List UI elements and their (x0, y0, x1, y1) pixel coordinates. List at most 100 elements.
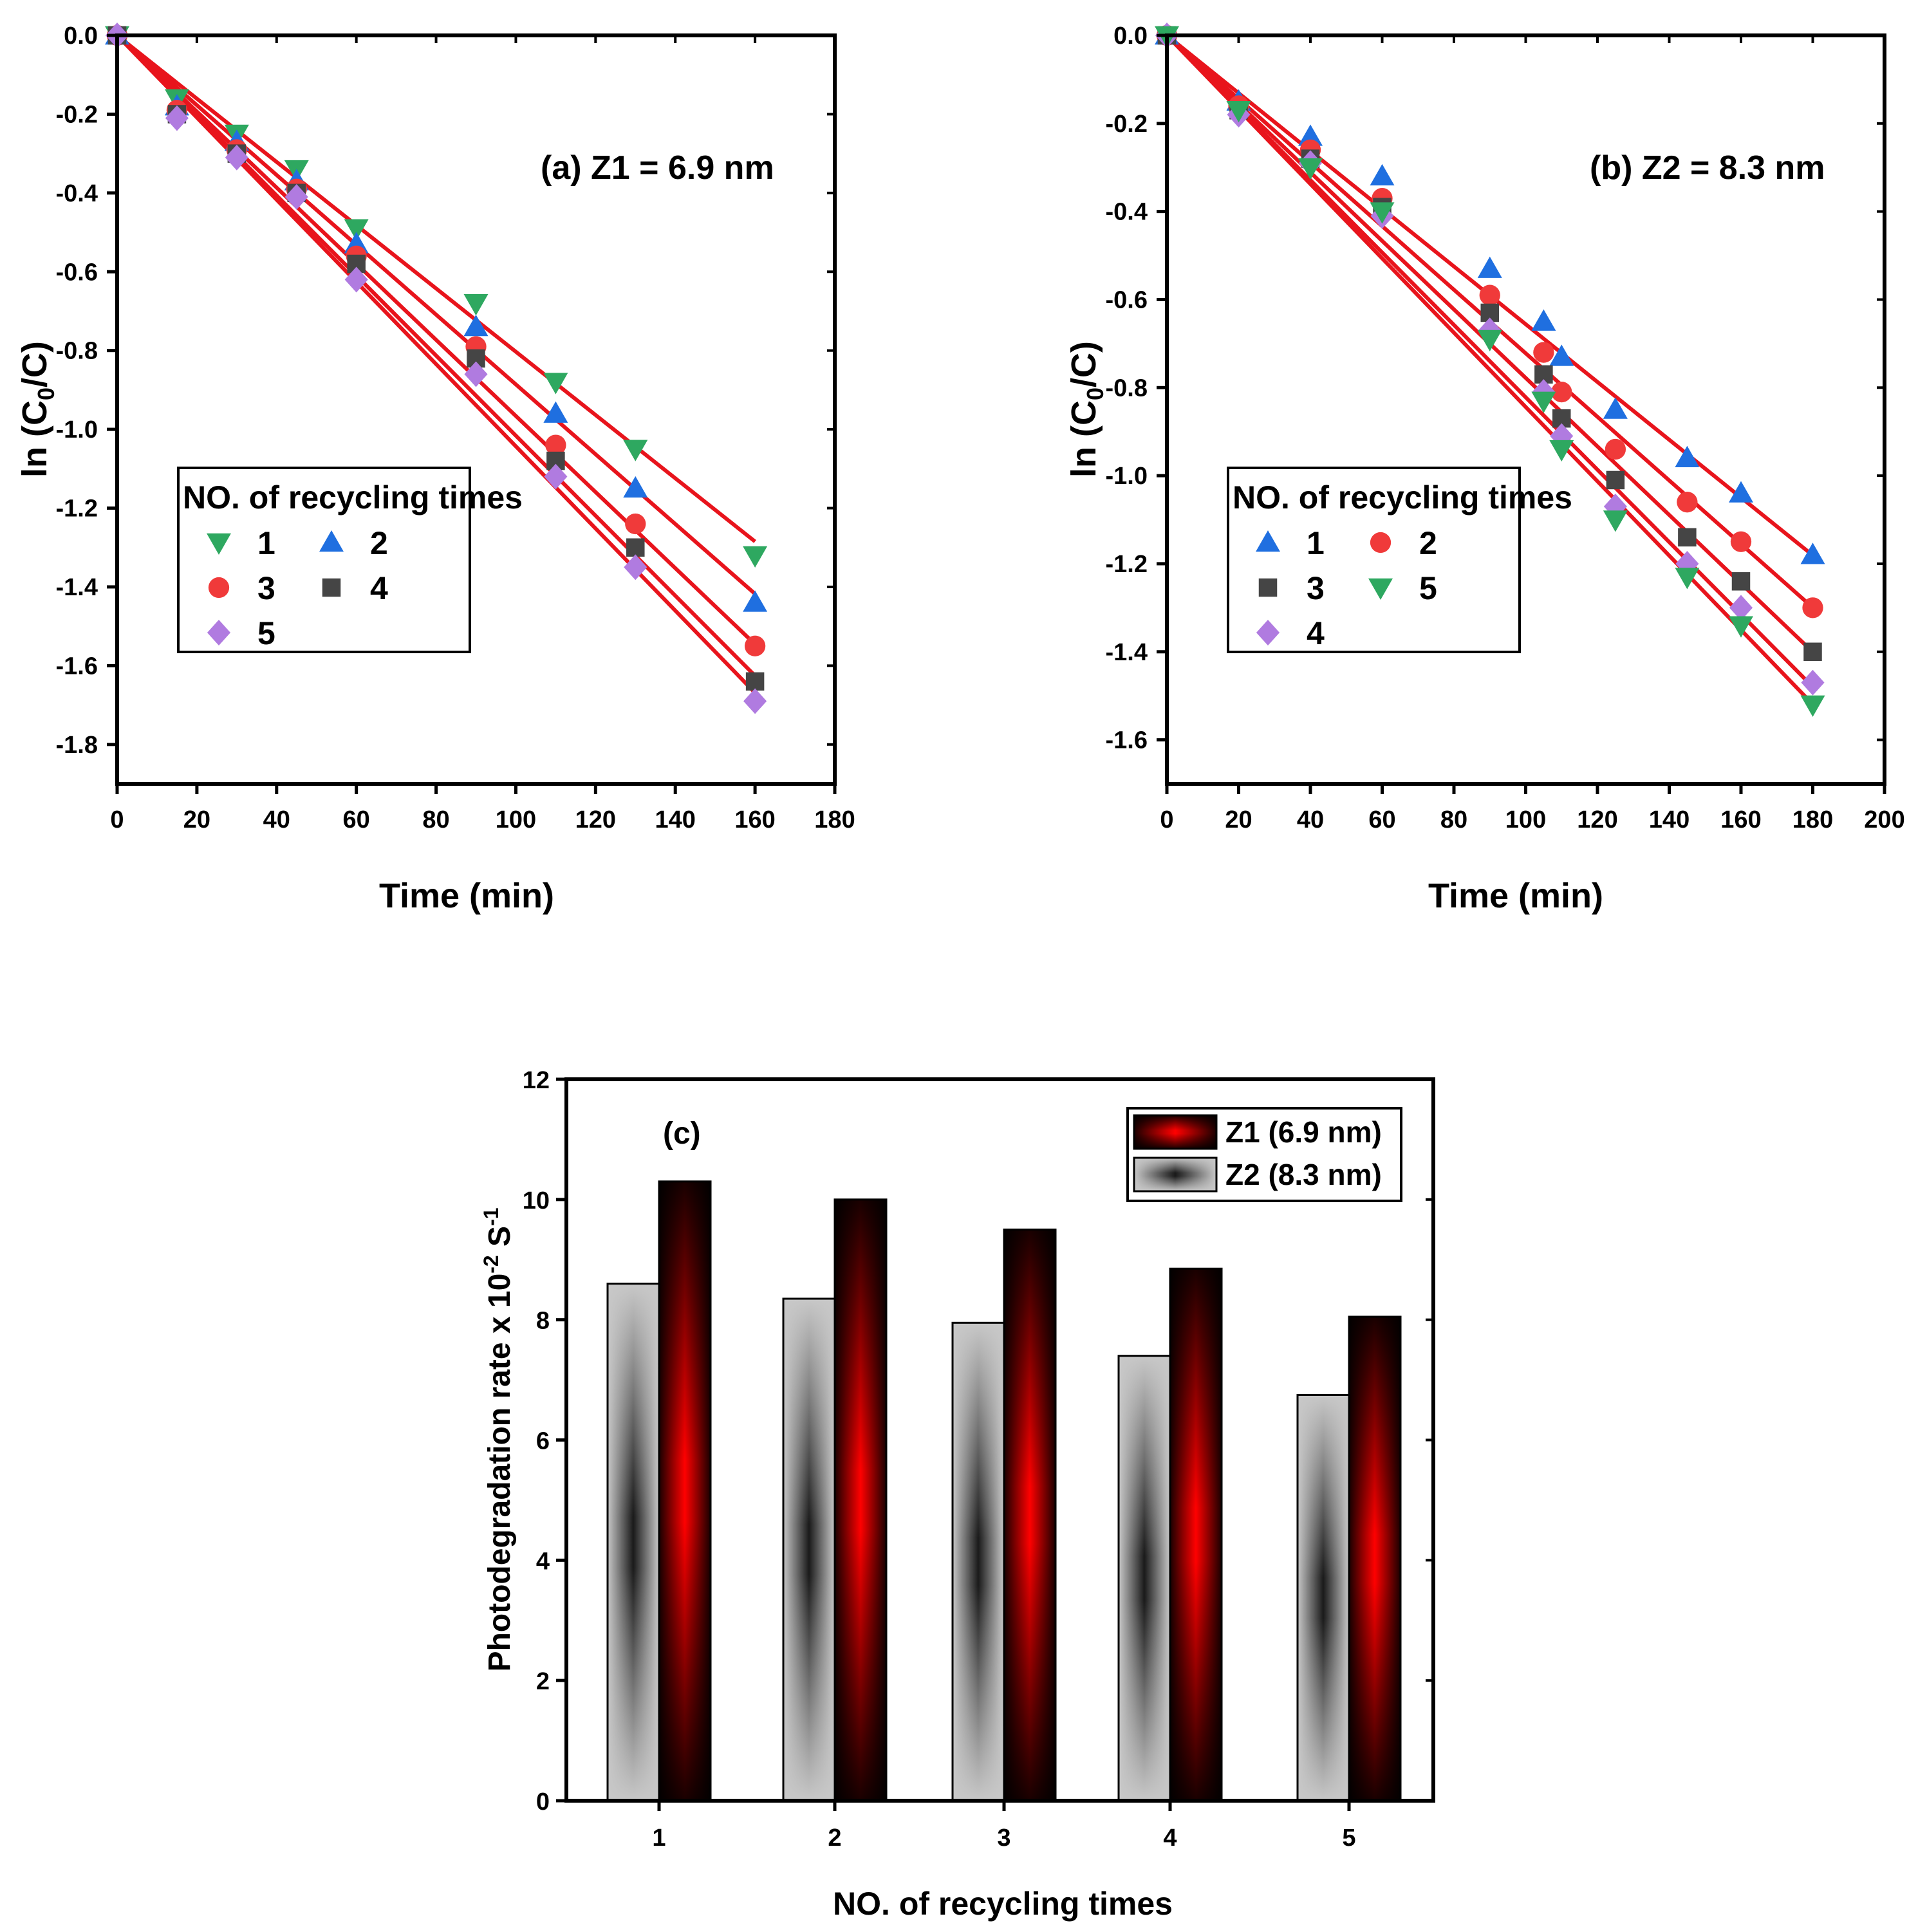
panel-b-x-tick-label: 140 (1649, 806, 1690, 833)
panel-a-legend-items: 1 2 3 4 5 (207, 525, 388, 651)
panel-b-x-tick-label: 160 (1720, 806, 1761, 833)
panel-b-y-tick-label: -0.6 (1106, 286, 1148, 313)
panel-b-point-series-5 (1800, 695, 1825, 717)
panel-c-y-tick-label: 8 (536, 1308, 550, 1335)
panel-b-point-series-1 (1675, 445, 1700, 468)
panel-a-ticks: 0 20 40 60 80 100 120 140 160 180 0.0 -0.2 -0.4 -0.6 -… (56, 23, 855, 833)
panel-a-point-series-4 (626, 538, 645, 557)
panel-b-point-series-2 (1802, 597, 1823, 618)
panel-c-x-tick-label: 2 (828, 1825, 841, 1852)
panel-a-legend-marker-2 (319, 530, 344, 552)
panel-b-legend-label-3: 3 (1307, 570, 1325, 606)
panel-b-legend-marker-4 (1256, 620, 1280, 646)
panel-a-legend-box (177, 467, 471, 653)
panel-a-point-series-1 (743, 546, 768, 568)
panel-a-legend-label-5: 5 (257, 615, 275, 651)
panel-a-legend-title: NO. of recycling times (183, 479, 523, 516)
panel-a-x-tick-label: 0 (110, 806, 124, 833)
panel-a-point-series-1 (463, 293, 489, 316)
panel-a-x-tick-label: 20 (183, 806, 210, 833)
panel-b-point-series-2 (1677, 492, 1698, 513)
panel-a-legend-marker-4 (322, 578, 341, 597)
panel-b-x-tick-label: 120 (1577, 806, 1617, 833)
panel-a-point-series-2 (543, 401, 568, 423)
panel-b-fit-line-4 (1165, 33, 1814, 689)
panel-a-x-tick-label: 80 (422, 806, 449, 833)
panel-c-bar-z1-shade (1003, 1229, 1057, 1802)
panel-b-x-tick-label: 200 (1864, 806, 1904, 833)
panel-a: 0 20 40 60 80 100 120 140 160 180 0.0 -0.2 -0.4 -0.6 -… (15, 23, 855, 915)
panel-a-point-series-5 (743, 688, 767, 714)
panel-b-point-series-1 (1531, 309, 1556, 331)
panel-a-x-tick-label: 100 (496, 806, 536, 833)
panel-b-y-tick-label: 0.0 (1113, 23, 1148, 50)
panel-b-point-series-5 (1477, 330, 1502, 352)
panel-a-fit-line-4 (115, 33, 757, 678)
panel-a-plot-frame (115, 33, 837, 786)
panel-c-bar-z1-shade (658, 1180, 712, 1802)
panel-a-x-tick-label: 40 (263, 806, 290, 833)
panel-b-legend-box (1227, 467, 1521, 653)
panel-a-y-tick-label: -0.4 (56, 180, 98, 207)
panel-b-ticks: 0 20 40 60 80 100 120 140 160 180 200 0.0 -0.2 -0.4 -0… (1106, 23, 1905, 833)
panel-c-y-tick-label: 2 (536, 1668, 550, 1695)
panel-b-legend-title: NO. of recycling times (1233, 479, 1572, 516)
panel-a-point-series-2 (463, 314, 489, 337)
panel-b-x-tick-label: 0 (1160, 806, 1173, 833)
panel-b-point-series-3 (1678, 528, 1697, 547)
panel-c-annotation: (c) (663, 1117, 701, 1151)
panel-a-legend-label-4: 4 (370, 570, 388, 606)
panel-b-x-tick-label: 40 (1297, 806, 1324, 833)
panel-c-legend-label-0: Z1 (6.9 nm) (1225, 1115, 1382, 1149)
panel-b-y-axis-label: ln (C0/C) (1065, 341, 1108, 478)
panel-b-y-tick-label: -0.8 (1106, 375, 1148, 402)
panel-a-legend-marker-3 (208, 577, 230, 599)
panel-c-bar-z2-shade (1296, 1393, 1350, 1802)
panel-a-y-tick-label: -0.2 (56, 101, 98, 128)
panel-a-legend-marker-1 (207, 533, 231, 555)
panel-b: 0 20 40 60 80 100 120 140 160 180 200 0.0 -0.2 -0.4 -0… (1065, 23, 1905, 915)
panel-c-x-tick-label: 3 (997, 1825, 1010, 1852)
panel-a-point-series-3 (545, 434, 566, 456)
panel-a-point-series-5 (284, 184, 308, 210)
panel-b-point-series-1 (1370, 163, 1395, 186)
panel-c-legend-label-1: Z2 (8.3 nm) (1225, 1158, 1382, 1191)
panel-a-point-series-5 (344, 266, 368, 293)
panel-b-point-series-2 (1479, 284, 1500, 306)
panel-b-point-series-5 (1226, 101, 1251, 123)
panel-a-point-series-5 (464, 361, 488, 387)
panel-b-point-series-5 (1549, 440, 1574, 462)
panel-a-y-tick-label: -1.6 (56, 653, 98, 680)
panel-a-x-tick-label: 140 (655, 806, 696, 833)
panel-a-x-axis-label: Time (min) (379, 877, 554, 915)
panel-b-point-series-4 (1801, 669, 1825, 696)
panel-b-point-series-5 (1370, 202, 1395, 224)
panel-b-y-tick-label: -0.4 (1106, 199, 1148, 226)
panel-b-x-tick-label: 60 (1368, 806, 1395, 833)
panel-b-point-series-2 (1551, 381, 1572, 403)
panel-b-y-tick-label: -1.2 (1106, 551, 1148, 578)
panel-b-legend-label-5: 5 (1419, 570, 1437, 606)
panel-a-fit-line-3 (115, 33, 757, 646)
panel-b-x-tick-label: 100 (1505, 806, 1546, 833)
panel-b-point-series-1 (1729, 481, 1753, 503)
panel-b-point-series-1 (1800, 543, 1825, 564)
panel-c-bar-z2-shade (606, 1283, 660, 1802)
panel-b-y-tick-label: -1.6 (1106, 727, 1148, 754)
panel-a-point-series-3 (625, 513, 646, 535)
panel-b-point-series-4 (1729, 595, 1753, 621)
panel-a-point-series-1 (344, 219, 369, 241)
panel-c-legend-swatch-shade-1 (1133, 1156, 1218, 1193)
panel-b-fit-line-5 (1165, 33, 1814, 706)
panel-b-legend-label-1: 1 (1307, 525, 1325, 561)
panel-a-x-tick-label: 160 (734, 806, 775, 833)
panel-c-y-tick-label: 0 (536, 1788, 550, 1816)
panel-a-x-tick-label: 180 (814, 806, 855, 833)
panel-a-y-tick-label: -0.6 (56, 259, 98, 286)
panel-c-bar-z2-shade (1117, 1355, 1171, 1802)
panel-c-bars (606, 1180, 1402, 1802)
panel-a-y-tick-label: 0.0 (64, 23, 98, 50)
panel-a-point-series-5 (544, 463, 568, 490)
panel-c-y-axis-label: Photodegradation rate x 10-2 S-1 (479, 1207, 517, 1671)
